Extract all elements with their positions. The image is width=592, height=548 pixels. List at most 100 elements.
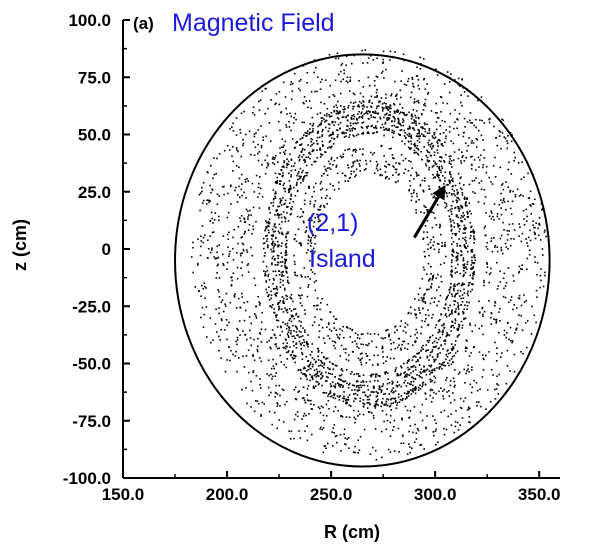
data-point bbox=[349, 336, 352, 338]
data-point bbox=[259, 378, 261, 380]
data-point bbox=[465, 201, 467, 203]
data-point bbox=[254, 146, 257, 149]
data-point bbox=[382, 126, 385, 129]
data-point bbox=[460, 250, 463, 253]
data-point bbox=[340, 450, 342, 452]
data-point bbox=[396, 374, 398, 377]
data-point bbox=[454, 285, 456, 287]
data-point bbox=[409, 147, 411, 149]
data-point bbox=[411, 127, 414, 129]
x-axis-label: R (cm) bbox=[324, 522, 380, 542]
data-point bbox=[364, 49, 367, 51]
data-point bbox=[309, 145, 312, 147]
data-point bbox=[482, 139, 484, 141]
data-point bbox=[370, 55, 372, 57]
data-point bbox=[307, 284, 310, 286]
data-point bbox=[367, 57, 370, 59]
data-point bbox=[470, 352, 472, 354]
data-point bbox=[510, 296, 513, 298]
data-point bbox=[490, 316, 492, 319]
data-point bbox=[327, 322, 330, 324]
data-point bbox=[270, 373, 272, 376]
data-point bbox=[413, 98, 416, 100]
data-point bbox=[412, 82, 414, 85]
data-point bbox=[463, 292, 466, 294]
data-point bbox=[469, 112, 472, 114]
data-point bbox=[420, 150, 422, 153]
data-point bbox=[296, 328, 298, 330]
data-point bbox=[347, 387, 350, 389]
data-point bbox=[361, 49, 364, 52]
data-point bbox=[277, 303, 279, 305]
data-point bbox=[443, 160, 445, 162]
data-point bbox=[322, 406, 324, 409]
data-point bbox=[223, 149, 226, 152]
data-point bbox=[252, 106, 255, 108]
data-point bbox=[471, 288, 473, 291]
data-point bbox=[273, 411, 276, 414]
data-point bbox=[239, 307, 242, 309]
data-point bbox=[473, 379, 475, 382]
data-point bbox=[246, 251, 249, 253]
data-point bbox=[440, 411, 443, 413]
data-point bbox=[307, 144, 309, 146]
data-point bbox=[427, 341, 430, 344]
data-point bbox=[207, 171, 209, 174]
data-point bbox=[348, 404, 351, 407]
data-point bbox=[449, 384, 452, 387]
data-point bbox=[268, 279, 271, 281]
data-point bbox=[440, 364, 443, 366]
data-point bbox=[352, 92, 355, 95]
data-point bbox=[232, 236, 234, 239]
data-point bbox=[238, 177, 241, 180]
data-point bbox=[396, 385, 399, 387]
data-point bbox=[446, 334, 448, 337]
data-point bbox=[503, 287, 505, 290]
data-point bbox=[429, 277, 431, 280]
data-point bbox=[365, 344, 367, 346]
data-point bbox=[436, 112, 438, 114]
data-point bbox=[298, 158, 301, 161]
data-point bbox=[406, 362, 408, 364]
data-point bbox=[294, 194, 297, 197]
data-point bbox=[377, 169, 379, 172]
data-point bbox=[220, 301, 223, 304]
data-point bbox=[373, 417, 375, 419]
data-point bbox=[293, 357, 296, 359]
data-point bbox=[282, 172, 284, 174]
data-point bbox=[459, 208, 461, 210]
data-point bbox=[352, 351, 354, 353]
data-point bbox=[237, 226, 240, 228]
data-point bbox=[454, 234, 457, 237]
data-point bbox=[478, 182, 481, 184]
data-point bbox=[442, 102, 444, 104]
data-point bbox=[257, 152, 259, 155]
data-point bbox=[448, 390, 450, 392]
data-point bbox=[343, 136, 346, 138]
data-point bbox=[409, 425, 412, 427]
data-point bbox=[276, 427, 278, 430]
data-point bbox=[513, 238, 515, 240]
data-point bbox=[423, 231, 425, 233]
data-point bbox=[467, 212, 469, 214]
data-point bbox=[409, 446, 411, 448]
data-point bbox=[294, 274, 297, 276]
data-point bbox=[359, 170, 361, 172]
data-point bbox=[293, 335, 295, 337]
data-point bbox=[536, 273, 538, 276]
data-point bbox=[190, 256, 193, 258]
data-point bbox=[344, 443, 346, 445]
data-point bbox=[328, 96, 331, 98]
data-point bbox=[431, 226, 434, 229]
data-point bbox=[411, 447, 413, 449]
data-point bbox=[433, 361, 436, 363]
data-point bbox=[331, 381, 334, 383]
data-point bbox=[441, 333, 444, 336]
data-point bbox=[390, 93, 393, 95]
data-point bbox=[485, 171, 488, 174]
data-point bbox=[500, 249, 503, 251]
data-point bbox=[201, 186, 203, 189]
data-point bbox=[286, 272, 288, 274]
data-point bbox=[300, 151, 302, 153]
data-point bbox=[445, 313, 447, 315]
